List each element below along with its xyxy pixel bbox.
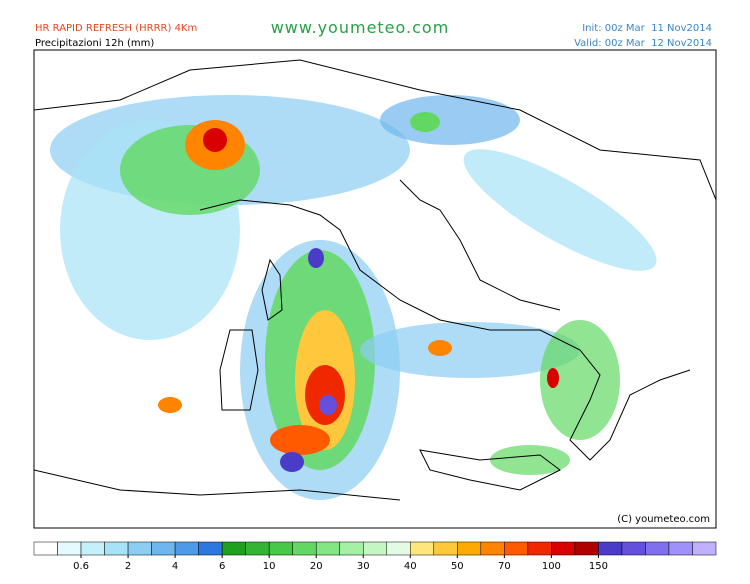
model-title: HR RAPID REFRESH (HRRR) 4Km — [35, 23, 197, 34]
legend-tick-label: 20 — [310, 561, 323, 572]
legend-tick-label: 150 — [589, 561, 608, 572]
legend-swatch — [151, 541, 176, 556]
coastlines — [34, 59, 716, 501]
map: (C) youmeteo.com — [33, 49, 717, 529]
legend-swatch — [174, 541, 199, 556]
legend-swatch — [80, 541, 105, 556]
legend-swatch — [33, 541, 58, 556]
legend-swatch — [339, 541, 364, 556]
legend-swatch — [668, 541, 693, 556]
legend-swatch — [386, 541, 411, 556]
legend-tick-label: 0.6 — [73, 561, 89, 572]
init-time: Init: 00z Mar 11 Nov2014 — [582, 23, 712, 34]
legend-swatch — [198, 541, 223, 556]
legend-swatch — [504, 541, 529, 556]
legend-swatch — [433, 541, 458, 556]
legend-swatch — [127, 541, 152, 556]
legend-swatch — [598, 541, 623, 556]
legend-swatch — [245, 541, 270, 556]
legend-tick-label: 70 — [498, 561, 511, 572]
legend-swatch — [692, 541, 717, 556]
color-legend: 0.6 2 4 6 10 20 30 40 50 70 100 150 — [33, 541, 717, 572]
legend-swatch — [457, 541, 482, 556]
legend-swatch — [57, 541, 82, 556]
legend-swatch — [104, 541, 129, 556]
legend-swatch — [574, 541, 599, 556]
legend-swatch — [292, 541, 317, 556]
map-credit: (C) youmeteo.com — [617, 514, 710, 525]
legend-tick-label: 100 — [542, 561, 561, 572]
legend-swatch — [621, 541, 646, 556]
legend-tick-label: 50 — [451, 561, 464, 572]
legend-swatch — [551, 541, 576, 556]
legend-swatch — [645, 541, 670, 556]
precip-field — [50, 95, 657, 500]
legend-tick-label: 30 — [357, 561, 370, 572]
legend-swatch — [315, 541, 340, 556]
valid-time: Valid: 00z Mar 12 Nov2014 — [574, 38, 712, 49]
legend-swatch — [268, 541, 293, 556]
legend-tick-label: 2 — [125, 561, 131, 572]
legend-swatch — [527, 541, 552, 556]
legend-swatch — [480, 541, 505, 556]
legend-tick-label: 6 — [219, 561, 225, 572]
legend-swatch — [221, 541, 246, 556]
legend-tick-label: 4 — [172, 561, 178, 572]
legend-swatch — [362, 541, 388, 556]
legend-tick-label: 40 — [404, 561, 417, 572]
site-name: www.youmeteo.com — [271, 18, 450, 37]
product-title: Precipitazioni 12h (mm) — [35, 38, 154, 49]
legend-tick-label: 10 — [263, 561, 276, 572]
legend-swatch — [410, 541, 435, 556]
